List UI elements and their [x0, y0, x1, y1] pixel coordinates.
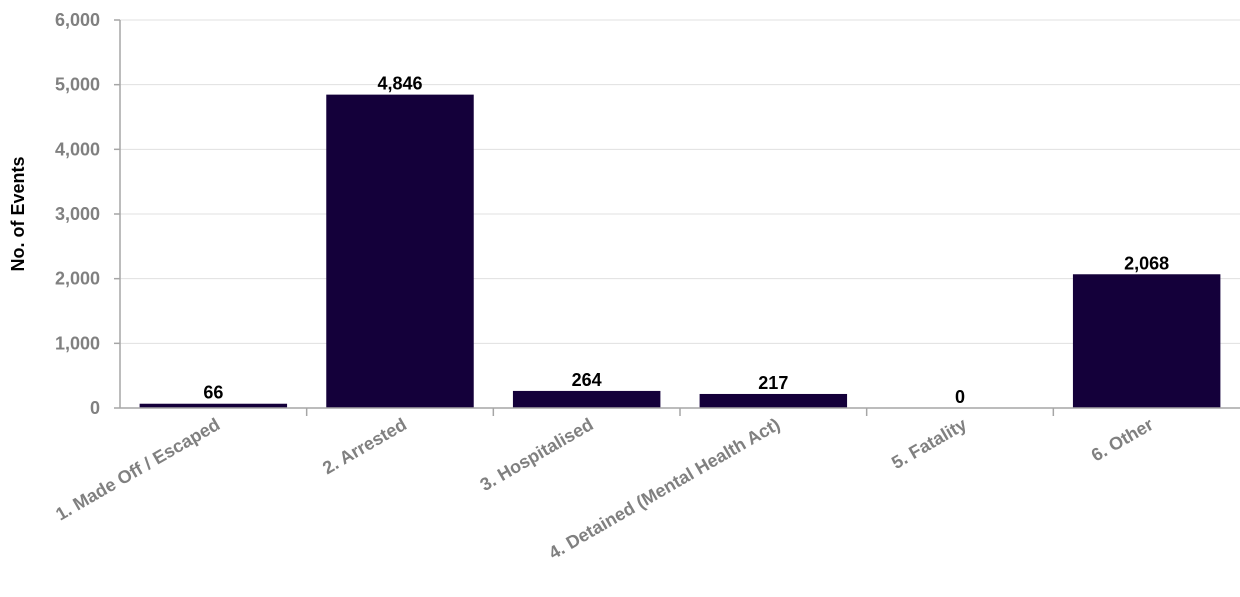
x-category-label: 3. Hospitalised: [477, 414, 597, 495]
bar: [326, 94, 474, 408]
data-label: 0: [955, 387, 965, 407]
y-tick-label: 3,000: [55, 204, 100, 224]
x-category-label: 2. Arrested: [319, 414, 410, 478]
x-category-labels: 1. Made Off / Escaped 2. Arrested 3. Hospi…: [52, 414, 1156, 563]
y-tick-label: 0: [90, 398, 100, 418]
bar: [512, 390, 661, 408]
bar: [139, 403, 288, 408]
y-tick-label: 6,000: [55, 10, 100, 30]
gridlines: [120, 19, 1240, 344]
y-tick-label: 2,000: [55, 269, 100, 289]
bars: [139, 94, 1221, 408]
data-label: 217: [758, 373, 788, 393]
x-category-label: 5. Fatality: [888, 414, 970, 473]
y-tick-labels: 0 1,000 2,000 3,000 4,000 5,000 6,000: [55, 10, 120, 418]
data-label: 66: [203, 383, 223, 403]
data-label: 264: [572, 370, 602, 390]
data-labels: 66 4,846 264 217 0 2,068: [203, 74, 1169, 407]
data-label: 4,846: [377, 74, 422, 94]
y-tick-label: 5,000: [55, 75, 100, 95]
x-category-label: 1. Made Off / Escaped: [52, 414, 223, 524]
bar: [699, 393, 848, 408]
data-label: 2,068: [1124, 253, 1169, 273]
bar: [1072, 274, 1221, 408]
y-axis-title: No. of Events: [8, 156, 28, 271]
y-tick-label: 4,000: [55, 139, 100, 159]
y-tick-label: 1,000: [55, 333, 100, 353]
x-category-label: 6. Other: [1088, 414, 1157, 465]
axes: [119, 20, 1240, 416]
